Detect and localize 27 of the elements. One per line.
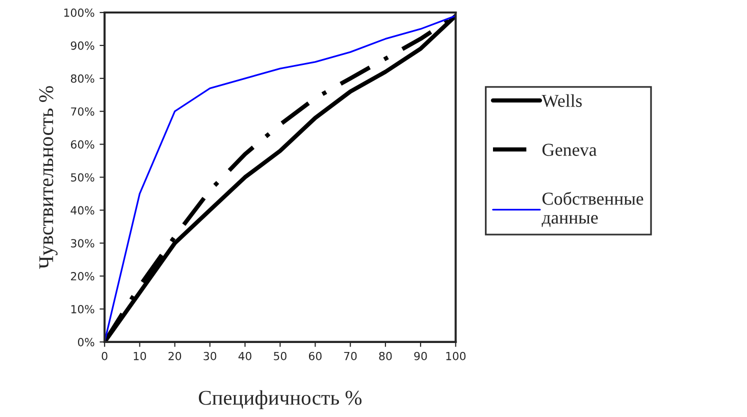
y-tick-label: 10%	[71, 304, 94, 314]
x-tick-label: 50	[274, 352, 286, 360]
y-tick-label: 60%	[70, 140, 94, 149]
y-tick-label: 100%	[64, 8, 94, 17]
y-tick-label: 70%	[71, 107, 94, 116]
x-tick-label: 100	[446, 352, 466, 360]
x-tick-label: 70	[344, 352, 357, 360]
y-tick-label: 30%	[71, 239, 94, 248]
y-tick-label: 20%	[70, 272, 94, 280]
legend-label: Собственные данные	[542, 192, 644, 228]
x-tick-label: 90	[414, 352, 427, 360]
x-tick-label: 30	[204, 352, 216, 360]
x-tick-label: 20	[168, 352, 182, 360]
y-tick-label: 90%	[70, 41, 94, 50]
x-axis-title: Специфичность %	[198, 390, 362, 410]
legend-label: Geneva	[542, 144, 597, 156]
y-tick-label: 80%	[70, 74, 94, 83]
x-tick-label: 60	[308, 352, 322, 360]
legend-label: Wells	[542, 94, 582, 108]
y-tick-label: 40%	[70, 206, 94, 215]
x-tick-label: 40	[238, 352, 252, 360]
y-axis-title: Чувствительность %	[39, 86, 58, 269]
x-tick-label: 80	[379, 352, 392, 360]
y-tick-label: 50%	[71, 173, 94, 182]
y-tick-label: 0%	[78, 338, 94, 346]
x-tick-label: 10	[134, 352, 146, 360]
x-tick-label: 0	[102, 352, 108, 360]
